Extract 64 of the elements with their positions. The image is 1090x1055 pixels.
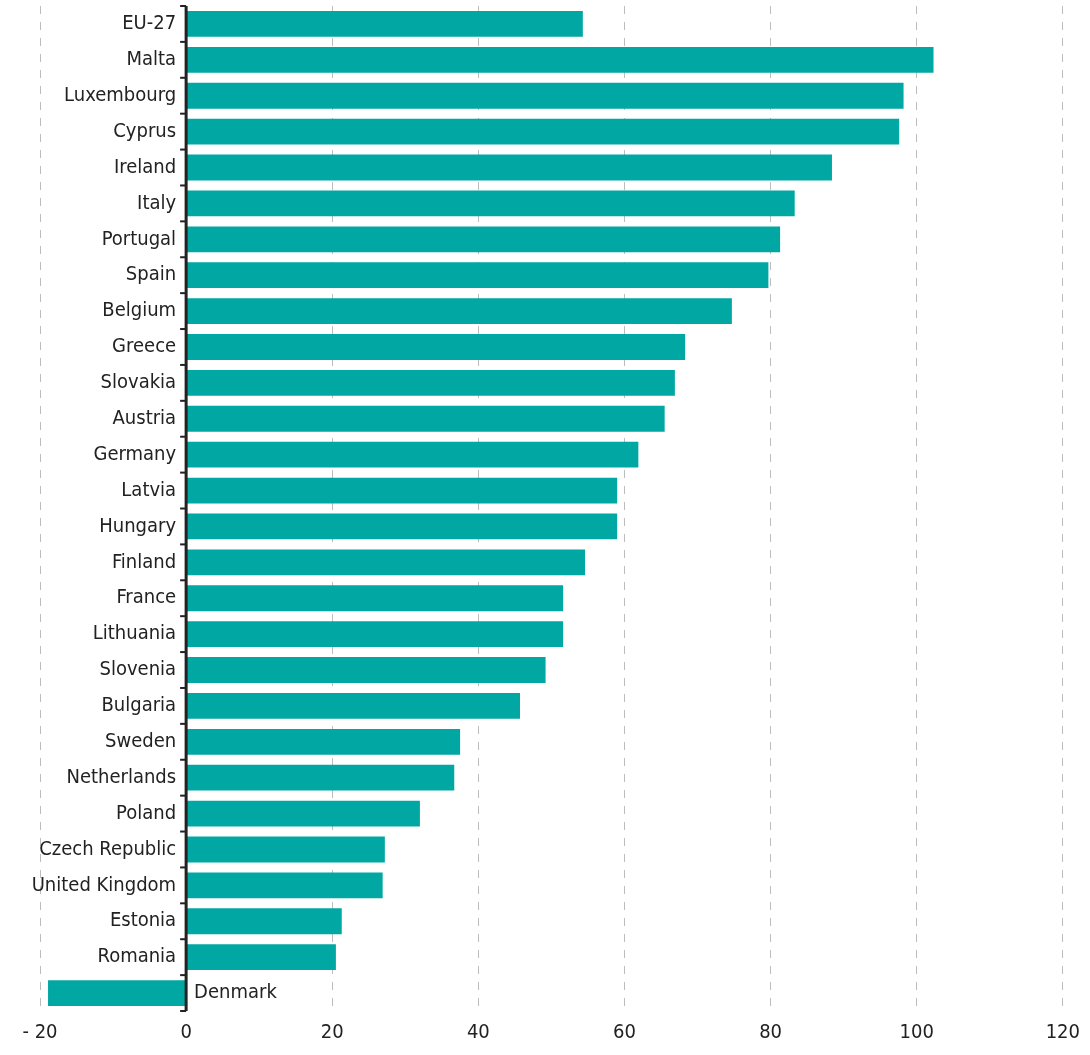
bar — [186, 621, 564, 648]
bar — [186, 513, 618, 540]
y-tick-label: Estonia — [109, 907, 177, 932]
x-tick-label: 100 — [899, 1019, 934, 1044]
bar — [186, 11, 583, 37]
y-tick-label: Latvia — [121, 476, 177, 501]
y-tick-label: Portugal — [101, 225, 177, 250]
bar — [186, 118, 900, 145]
y-tick-label: Greece — [112, 333, 177, 358]
y-tick-label: Bulgaria — [101, 692, 177, 717]
bar — [186, 154, 832, 181]
bar — [186, 262, 769, 289]
bar — [186, 226, 781, 253]
bar — [186, 800, 420, 827]
y-tick-label: EU-27 — [122, 10, 177, 35]
y-tick-label: Cyprus — [113, 117, 177, 142]
bar — [186, 46, 934, 73]
bar — [186, 477, 618, 504]
x-tick-label: 60 — [613, 1019, 636, 1044]
y-tick-label: Germany — [93, 440, 177, 465]
bar — [186, 692, 520, 719]
x-tick-label: - 20 — [22, 1019, 58, 1044]
bar — [186, 872, 383, 899]
y-tick-label: Netherlands — [66, 763, 177, 788]
y-tick-label: Belgium — [102, 297, 177, 322]
y-tick-label: Slovakia — [100, 369, 177, 394]
bar — [186, 764, 455, 791]
bar — [186, 836, 385, 863]
bar — [186, 298, 732, 325]
bar — [48, 980, 186, 1006]
y-tick-label: Finland — [111, 548, 177, 573]
bar — [186, 190, 795, 217]
y-tick-label: Spain — [125, 261, 177, 286]
y-tick-label: Denmark — [194, 979, 278, 1004]
bar — [186, 334, 686, 360]
y-tick-label: Luxembourg — [64, 81, 177, 106]
y-tick-label: Italy — [137, 189, 177, 214]
bar — [186, 441, 639, 468]
y-tick-label: Malta — [126, 46, 177, 71]
y-tick-label: France — [116, 584, 177, 609]
x-tick-label: 120 — [1045, 1019, 1080, 1044]
y-tick-label: Poland — [116, 799, 177, 824]
y-tick-label: Slovenia — [99, 656, 177, 681]
y-tick-label: Czech Republic — [39, 835, 177, 860]
bar — [186, 82, 904, 109]
x-tick-label: 20 — [320, 1019, 344, 1044]
y-tick-label: Ireland — [113, 153, 177, 178]
bar — [186, 944, 336, 971]
bar — [186, 908, 342, 935]
y-tick-label: Hungary — [99, 512, 177, 537]
bar — [186, 369, 675, 396]
x-tick-label: 80 — [759, 1019, 783, 1044]
bar — [186, 405, 665, 432]
x-tick-label: 0 — [180, 1019, 192, 1044]
y-tick-label: Austria — [112, 404, 177, 429]
bar — [186, 657, 546, 683]
y-tick-label: United Kingdom — [31, 871, 177, 896]
bar — [186, 549, 586, 576]
y-tick-label: Romania — [97, 943, 177, 968]
x-tick-label: 40 — [466, 1019, 490, 1044]
bar — [186, 585, 564, 612]
y-tick-label: Sweden — [104, 728, 177, 753]
bar — [186, 728, 461, 755]
y-tick-label: Lithuania — [92, 620, 177, 645]
